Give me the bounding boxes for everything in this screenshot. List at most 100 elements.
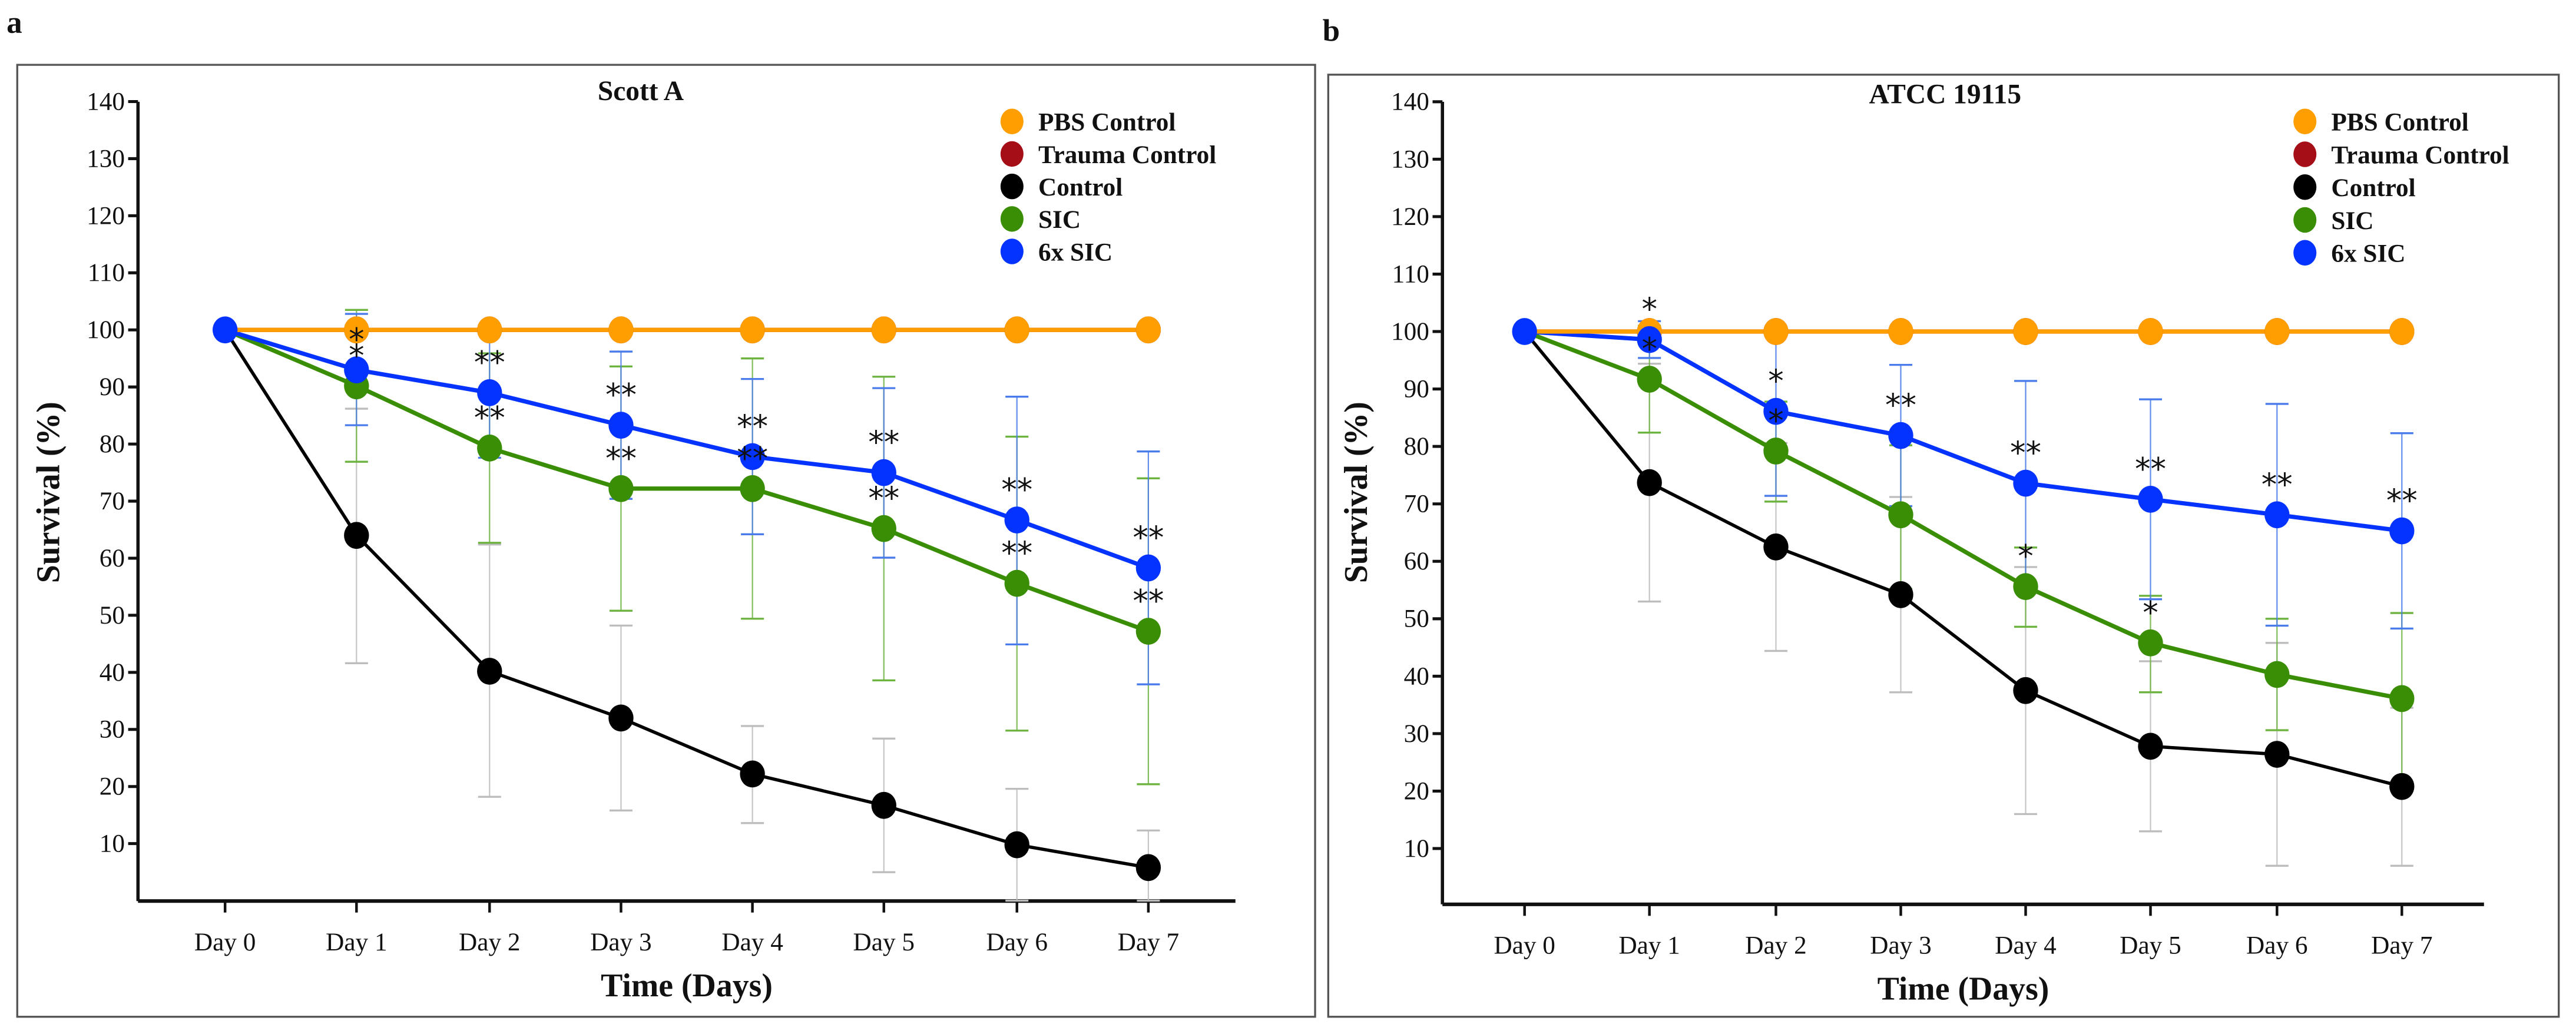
data-point-control	[1637, 469, 1662, 496]
chart-title-a: Scott A	[598, 76, 684, 107]
data-point-pbs-control	[2389, 318, 2415, 345]
data-point-pbs-control	[1004, 316, 1029, 344]
legend-label: SIC	[2331, 207, 2373, 235]
series-line-sic	[1524, 329, 2402, 701]
x-tick-label: Day 6	[2246, 931, 2307, 959]
data-point-6x-sic	[2264, 501, 2290, 529]
data-point-6x-sic	[1763, 397, 1789, 425]
y-tick-label: 110	[1392, 260, 1429, 288]
axes-b: 10 20 30 40 50 60 70 80 90 100 110 120 130 140 Day 0 Da…	[1338, 88, 2484, 1007]
significance-mark: **	[2386, 483, 2418, 519]
data-point-sic	[1004, 569, 1029, 597]
legend-marker-6x-sic	[2293, 240, 2317, 266]
series-line-6x-sic	[1524, 329, 2402, 533]
y-tick-label: 60	[1404, 547, 1429, 575]
legend-label: Control	[2331, 174, 2415, 202]
y-tick-label: 70	[100, 487, 125, 515]
data-point-6x-sic	[2138, 486, 2163, 513]
panel-letter-a: a	[6, 6, 22, 40]
legend-b: PBS Control Trauma Control Control SIC 6x SI…	[2293, 108, 2509, 268]
data-point-sic	[1888, 501, 1913, 529]
y-tick-label: 140	[1391, 88, 1429, 116]
significance-marks-a: ***** *************** ******	[349, 322, 1164, 619]
y-axis-title: Survival (%)	[30, 402, 67, 583]
data-point-pbs-control	[2138, 318, 2163, 345]
y-tick-label: 60	[100, 544, 125, 572]
y-tick-label: 20	[100, 773, 125, 801]
legend-label: Trauma Control	[2331, 141, 2509, 169]
data-point-pbs-control	[1763, 318, 1789, 345]
chart-title-b: ATCC 19115	[1869, 79, 2022, 110]
data-point-sic	[608, 475, 634, 502]
data-point-6x-sic	[1004, 506, 1029, 533]
panel-b: b ATCC 19115 10 20 30 40 50 60 70 80 90 100 110 120…	[1323, 14, 2560, 1018]
x-tick-label: Day 2	[459, 928, 520, 956]
y-tick-label: 20	[1404, 777, 1429, 805]
x-tick-label: Day 7	[2371, 931, 2432, 959]
y-tick-label: 90	[100, 373, 125, 401]
significance-mark: **	[605, 440, 637, 476]
panel-letter-b: b	[1323, 14, 1340, 48]
data-point-6x-sic	[477, 379, 502, 406]
significance-mark: *	[2143, 595, 2158, 631]
data-point-pbs-control	[871, 316, 896, 344]
error-bars-a	[345, 309, 1160, 902]
x-tick-label: Day 3	[590, 928, 651, 956]
data-point-6x-sic	[2389, 517, 2415, 545]
significance-mark: **	[2010, 435, 2041, 471]
data-point-pbs-control	[344, 316, 369, 344]
y-tick-label: 30	[100, 715, 125, 744]
y-tick-label: 40	[1404, 662, 1429, 690]
data-point-sic	[740, 475, 765, 502]
significance-mark: *	[1641, 332, 1657, 367]
data-point-pbs-control	[477, 316, 502, 344]
y-tick-label: 100	[87, 316, 125, 344]
y-tick-label: 130	[1391, 145, 1429, 173]
significance-marks-b: ********** ** ** **	[1641, 291, 2417, 631]
data-point-control	[1763, 533, 1789, 561]
significance-mark: **	[1885, 387, 1916, 423]
y-axis-title: Survival (%)	[1338, 402, 1375, 583]
data-point-sic	[2389, 685, 2415, 712]
legend-marker-control	[1000, 173, 1024, 200]
x-tick-label: Day 1	[326, 928, 387, 956]
data-points-b	[1512, 318, 2415, 800]
y-tick-label: 80	[1404, 432, 1429, 460]
data-point-6x-sic	[1888, 422, 1913, 449]
data-point-control	[1135, 854, 1161, 881]
y-tick-label: 50	[100, 601, 125, 629]
x-tick-label: Day 0	[1494, 931, 1555, 959]
legend-a: PBS Control Trauma Control Control SIC 6x SI…	[1000, 108, 1216, 266]
significance-mark: *	[1768, 403, 1783, 439]
legend-label: 6x SIC	[2331, 240, 2405, 268]
data-point-6x-sic	[1637, 326, 1662, 353]
significance-mark: *	[349, 338, 364, 374]
x-tick-label: Day 4	[1995, 931, 2056, 959]
legend-marker-sic	[2293, 207, 2317, 233]
significance-mark: **	[1133, 584, 1164, 619]
x-tick-label: Day 4	[721, 928, 783, 956]
legend-marker-pbs-control	[1000, 108, 1024, 135]
data-point-control	[608, 704, 634, 732]
data-point-pbs-control	[2013, 318, 2038, 345]
series-line-6x-sic	[224, 327, 1150, 570]
significance-mark: *	[1641, 291, 1657, 327]
legend-label: 6x SIC	[1038, 238, 1112, 266]
data-point-6x-sic	[1135, 554, 1161, 582]
data-point-control	[2138, 733, 2163, 760]
data-point-control	[2264, 741, 2290, 768]
data-point-pbs-control	[1135, 316, 1161, 344]
significance-mark: **	[868, 480, 899, 516]
significance-mark: **	[474, 400, 505, 436]
significance-mark: **	[868, 425, 899, 460]
x-tick-label: Day 2	[1745, 931, 1806, 959]
significance-mark: **	[2135, 451, 2166, 487]
axes-a: 10 20 30 40 50 60 70 80 90 100 110 120 130 140 Day 0 Da…	[30, 87, 1236, 1004]
significance-mark: *	[2018, 539, 2033, 575]
data-point-6x-sic	[1512, 318, 1537, 345]
x-axis-title: Time (Days)	[1878, 970, 2049, 1007]
y-tick-label: 80	[100, 430, 125, 458]
x-tick-label: Day 7	[1118, 928, 1179, 956]
y-tick-label: 120	[87, 201, 125, 230]
